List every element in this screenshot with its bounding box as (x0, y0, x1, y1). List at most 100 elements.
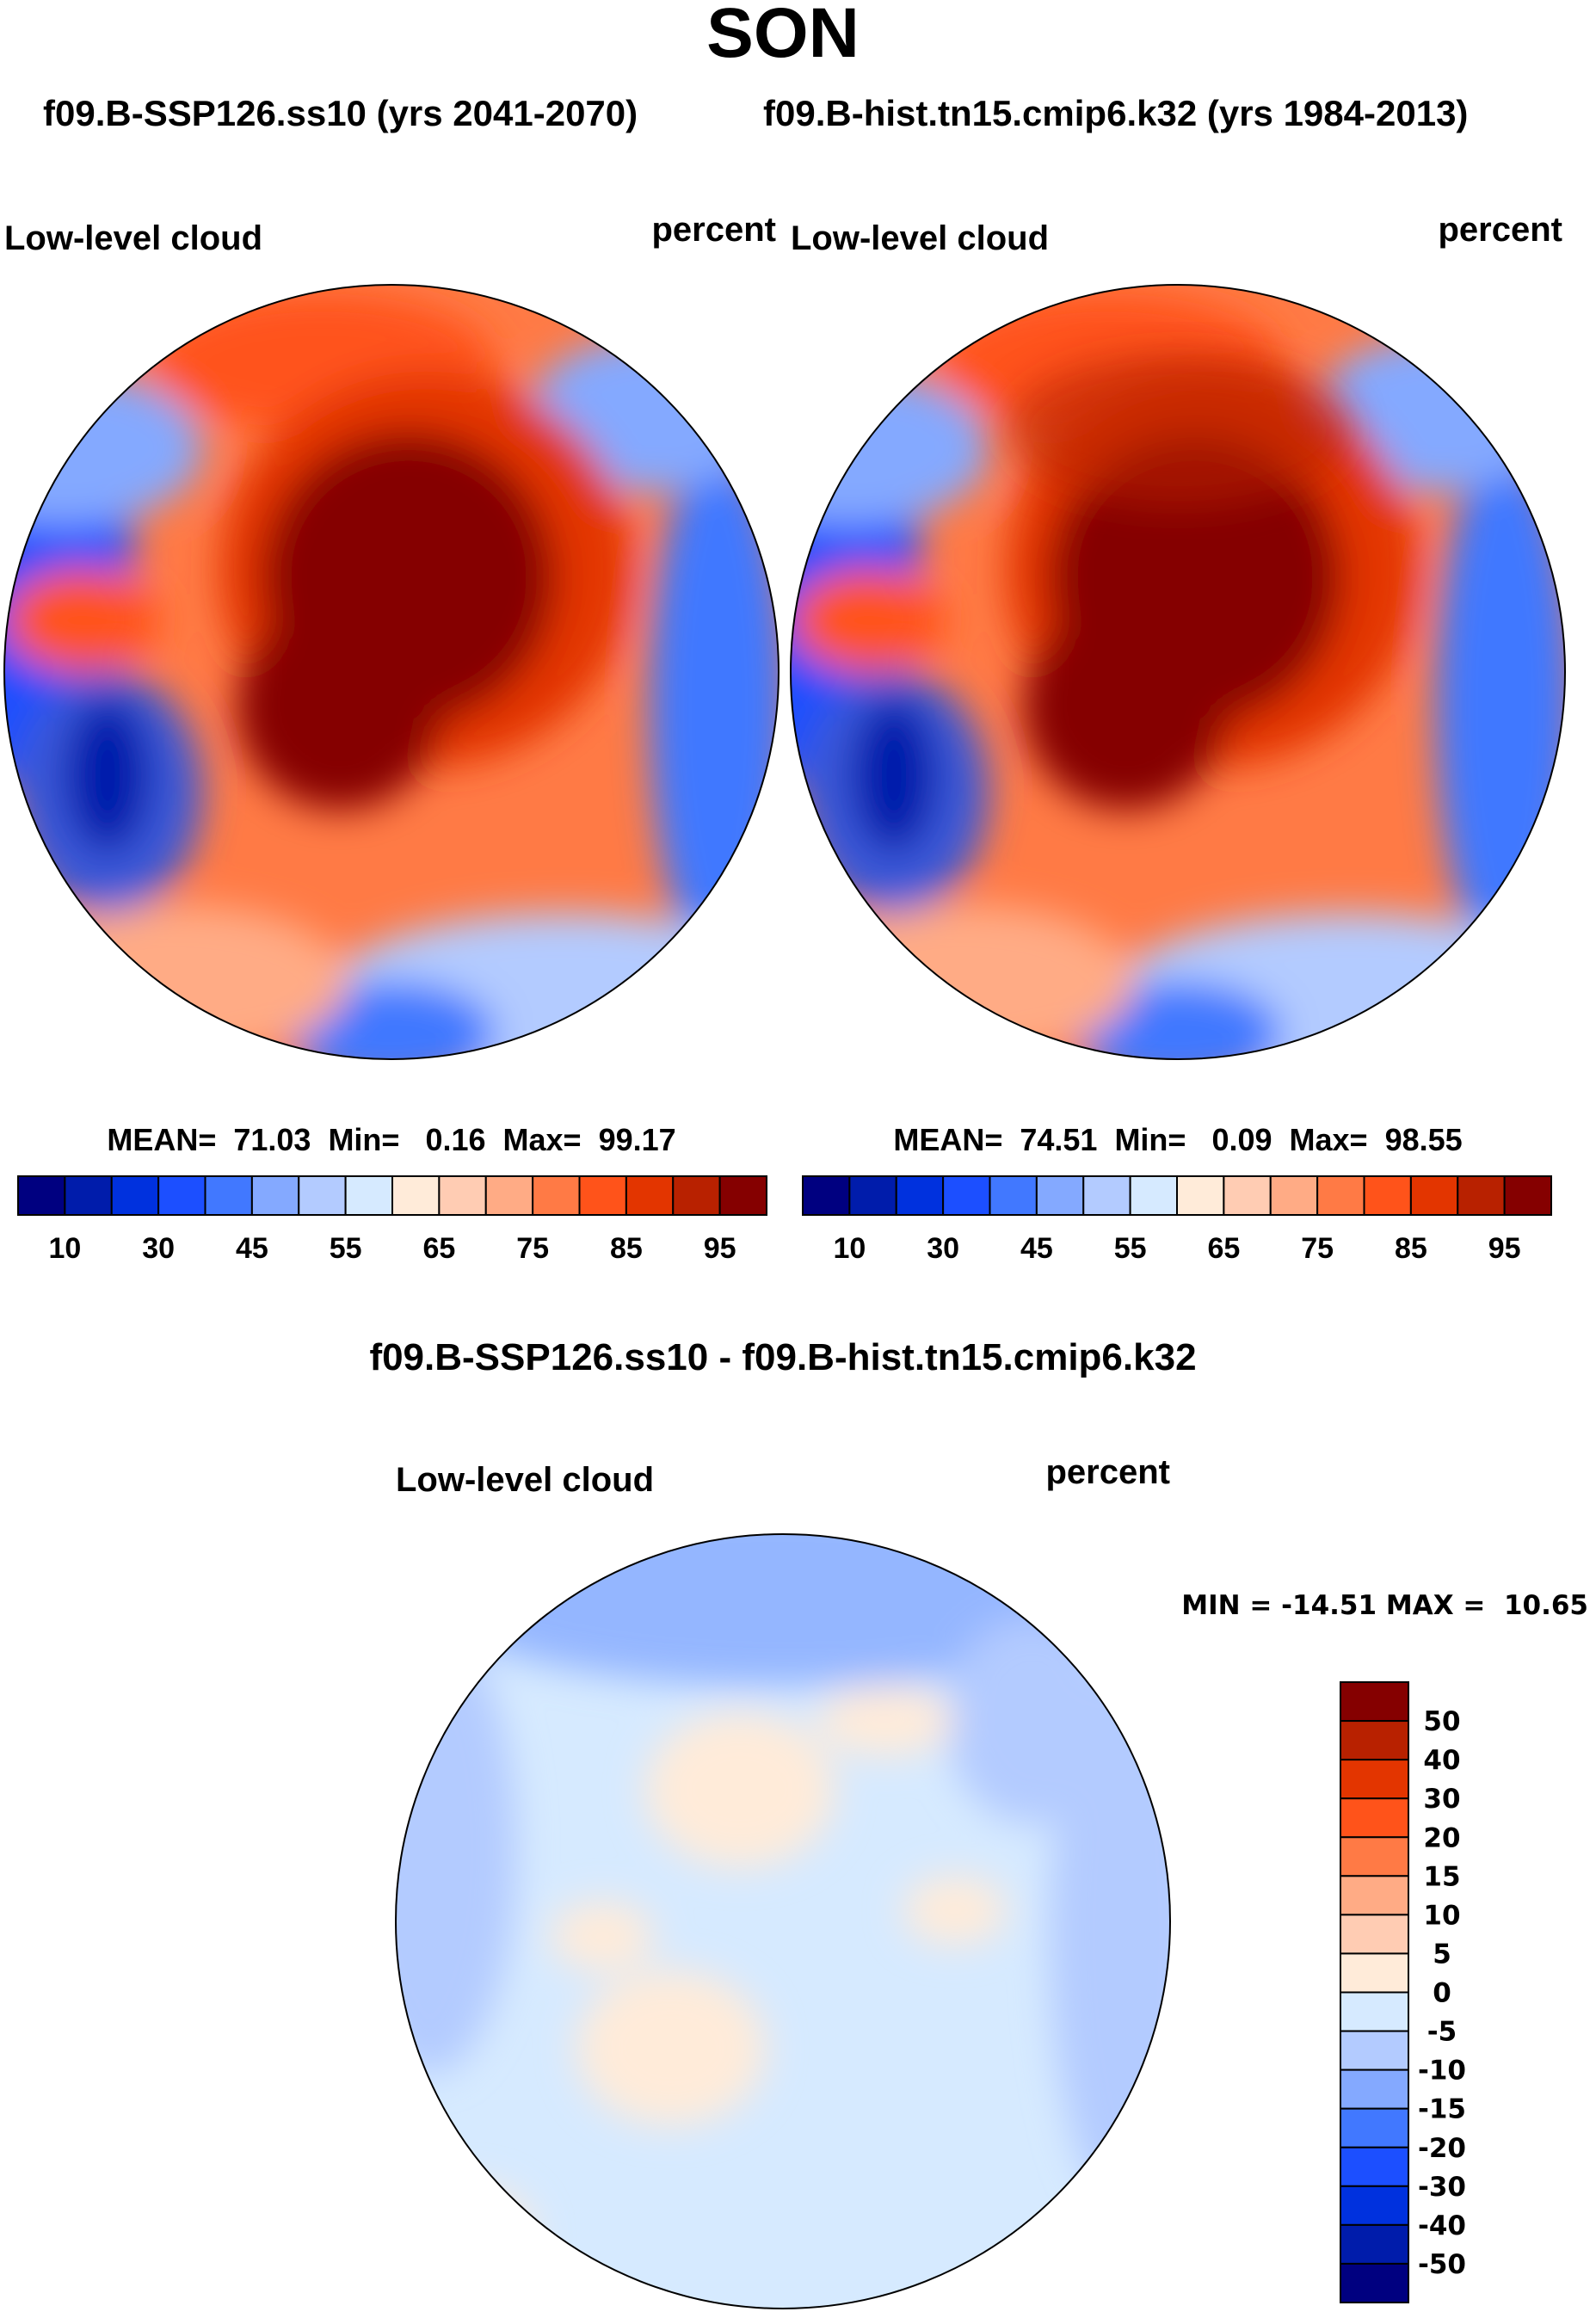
left-units-label: percent (652, 211, 777, 249)
colorbar-tick-label: -30 (1418, 2172, 1466, 2203)
diff-variable-label: Low-level cloud (396, 1461, 654, 1499)
colorbar-box (1340, 2146, 1409, 2187)
colorbar-tick-label: -50 (1418, 2249, 1466, 2280)
colorbar-box (157, 1175, 206, 1216)
colorbar-box (1340, 1952, 1409, 1994)
colorbar-tick-label: -10 (1418, 2056, 1466, 2087)
colorbar-box (1340, 1759, 1409, 1800)
diff-map-border (395, 1533, 1171, 2309)
right-map-border (790, 284, 1566, 1060)
colorbar-box (1340, 2068, 1409, 2110)
colorbar-box (250, 1175, 300, 1216)
colorbar-tick-label: 95 (704, 1232, 736, 1265)
colorbar-box (532, 1175, 581, 1216)
colorbar-tick-label: 85 (610, 1232, 643, 1265)
right-units-label: percent (1439, 211, 1563, 249)
colorbar-tick-label: 85 (1395, 1232, 1427, 1265)
colorbar-tick-label: 10 (48, 1232, 81, 1265)
colorbar-tick-label: 5 (1433, 1939, 1451, 1970)
colorbar-box (578, 1175, 627, 1216)
diff-title: f09.B-SSP126.ss10 - f09.B-hist.tn15.cmip… (369, 1336, 1196, 1378)
colorbar-tick-label: -40 (1418, 2210, 1466, 2241)
colorbar-box (484, 1175, 534, 1216)
colorbar-box (1223, 1175, 1272, 1216)
right-colorbar: 10 30 45 55 65 75 85 95 (802, 1175, 1552, 1265)
colorbar-tick-label: 75 (1301, 1232, 1334, 1265)
colorbar-tick-label: -20 (1418, 2133, 1466, 2164)
colorbar-box (1316, 1175, 1365, 1216)
colorbar-box (1363, 1175, 1412, 1216)
right-case-label: f09.B-hist.tn15.cmip6.k32 (yrs 1984-2013… (763, 93, 1468, 133)
colorbar-box (1340, 2223, 1409, 2265)
colorbar-tick-label: 10 (1423, 1900, 1460, 1931)
colorbar-box (895, 1175, 945, 1216)
colorbar-box (1340, 2185, 1409, 2226)
figure-title: SON (706, 0, 860, 72)
left-colorbar: 10 30 45 55 65 75 85 95 (17, 1175, 767, 1265)
colorbar-box (1340, 2107, 1409, 2148)
colorbar-tick-label: 30 (1423, 1784, 1460, 1815)
left-polar-map (0, 276, 804, 1085)
right-stats: MEAN= 74.51 Min= 0.09 Max= 98.55 (893, 1122, 1462, 1157)
colorbar-tick-label: 75 (516, 1232, 549, 1265)
colorbar-box (1340, 2262, 1409, 2303)
diff-units-label: percent (1046, 1453, 1171, 1491)
colorbar-box (1340, 1914, 1409, 1955)
colorbar-box (1340, 1681, 1409, 1723)
colorbar-box (204, 1175, 253, 1216)
colorbar-box (802, 1175, 851, 1216)
colorbar-box (942, 1175, 991, 1216)
colorbar-tick-label: 65 (422, 1232, 455, 1265)
colorbar-tick-label: 55 (1114, 1232, 1147, 1265)
colorbar-box (438, 1175, 487, 1216)
colorbar-box (1340, 1720, 1409, 1761)
colorbar-box (17, 1175, 66, 1216)
colorbar-box (718, 1175, 767, 1216)
left-stats: MEAN= 71.03 Min= 0.16 Max= 99.17 (107, 1122, 675, 1157)
diff-polar-map (396, 1534, 1170, 2309)
colorbar-box (848, 1175, 897, 1216)
colorbar-box (672, 1175, 721, 1216)
colorbar-tick-label: 45 (1020, 1232, 1053, 1265)
right-polar-map (713, 276, 1591, 1085)
colorbar-box (989, 1175, 1038, 1216)
diff-stats: MIN = -14.51 MAX = 10.65 (1181, 1590, 1588, 1621)
colorbar-box (1409, 1175, 1459, 1216)
colorbar-box (1176, 1175, 1225, 1216)
colorbar-tick-label: 45 (236, 1232, 268, 1265)
left-map-border (3, 284, 780, 1060)
colorbar-box (344, 1175, 393, 1216)
colorbar-box (64, 1175, 113, 1216)
colorbar-tick-label: 20 (1423, 1822, 1460, 1853)
colorbar-box (1340, 1797, 1409, 1839)
colorbar-tick-label: 50 (1423, 1706, 1460, 1737)
colorbar-box (1082, 1175, 1131, 1216)
colorbar-box (391, 1175, 441, 1216)
colorbar-box (1340, 1991, 1409, 2032)
colorbar-tick-label: 0 (1433, 1978, 1451, 2009)
colorbar-tick-label: 55 (330, 1232, 362, 1265)
right-variable-label: Low-level cloud (791, 219, 1049, 257)
colorbar-tick-label: 30 (927, 1232, 959, 1265)
colorbar-box (1340, 1836, 1409, 1877)
colorbar-tick-label: -5 (1427, 2017, 1457, 2048)
colorbar-box (1340, 1875, 1409, 1916)
colorbar-tick-label: 40 (1423, 1745, 1460, 1776)
colorbar-box (1503, 1175, 1552, 1216)
colorbar-box (1035, 1175, 1085, 1216)
colorbar-tick-label: 10 (833, 1232, 866, 1265)
colorbar-box (1269, 1175, 1319, 1216)
colorbar-box (1340, 2030, 1409, 2071)
left-variable-label: Low-level cloud (4, 219, 262, 257)
colorbar-box (1457, 1175, 1506, 1216)
left-case-label: f09.B-SSP126.ss10 (yrs 2041-2070) (43, 93, 638, 133)
colorbar-tick-label: 65 (1207, 1232, 1240, 1265)
colorbar-tick-label: 15 (1423, 1861, 1460, 1892)
colorbar-box (625, 1175, 675, 1216)
colorbar-tick-label: 95 (1488, 1232, 1521, 1265)
colorbar-box (298, 1175, 347, 1216)
colorbar-box (1129, 1175, 1178, 1216)
colorbar-tick-label: -15 (1418, 2094, 1466, 2125)
